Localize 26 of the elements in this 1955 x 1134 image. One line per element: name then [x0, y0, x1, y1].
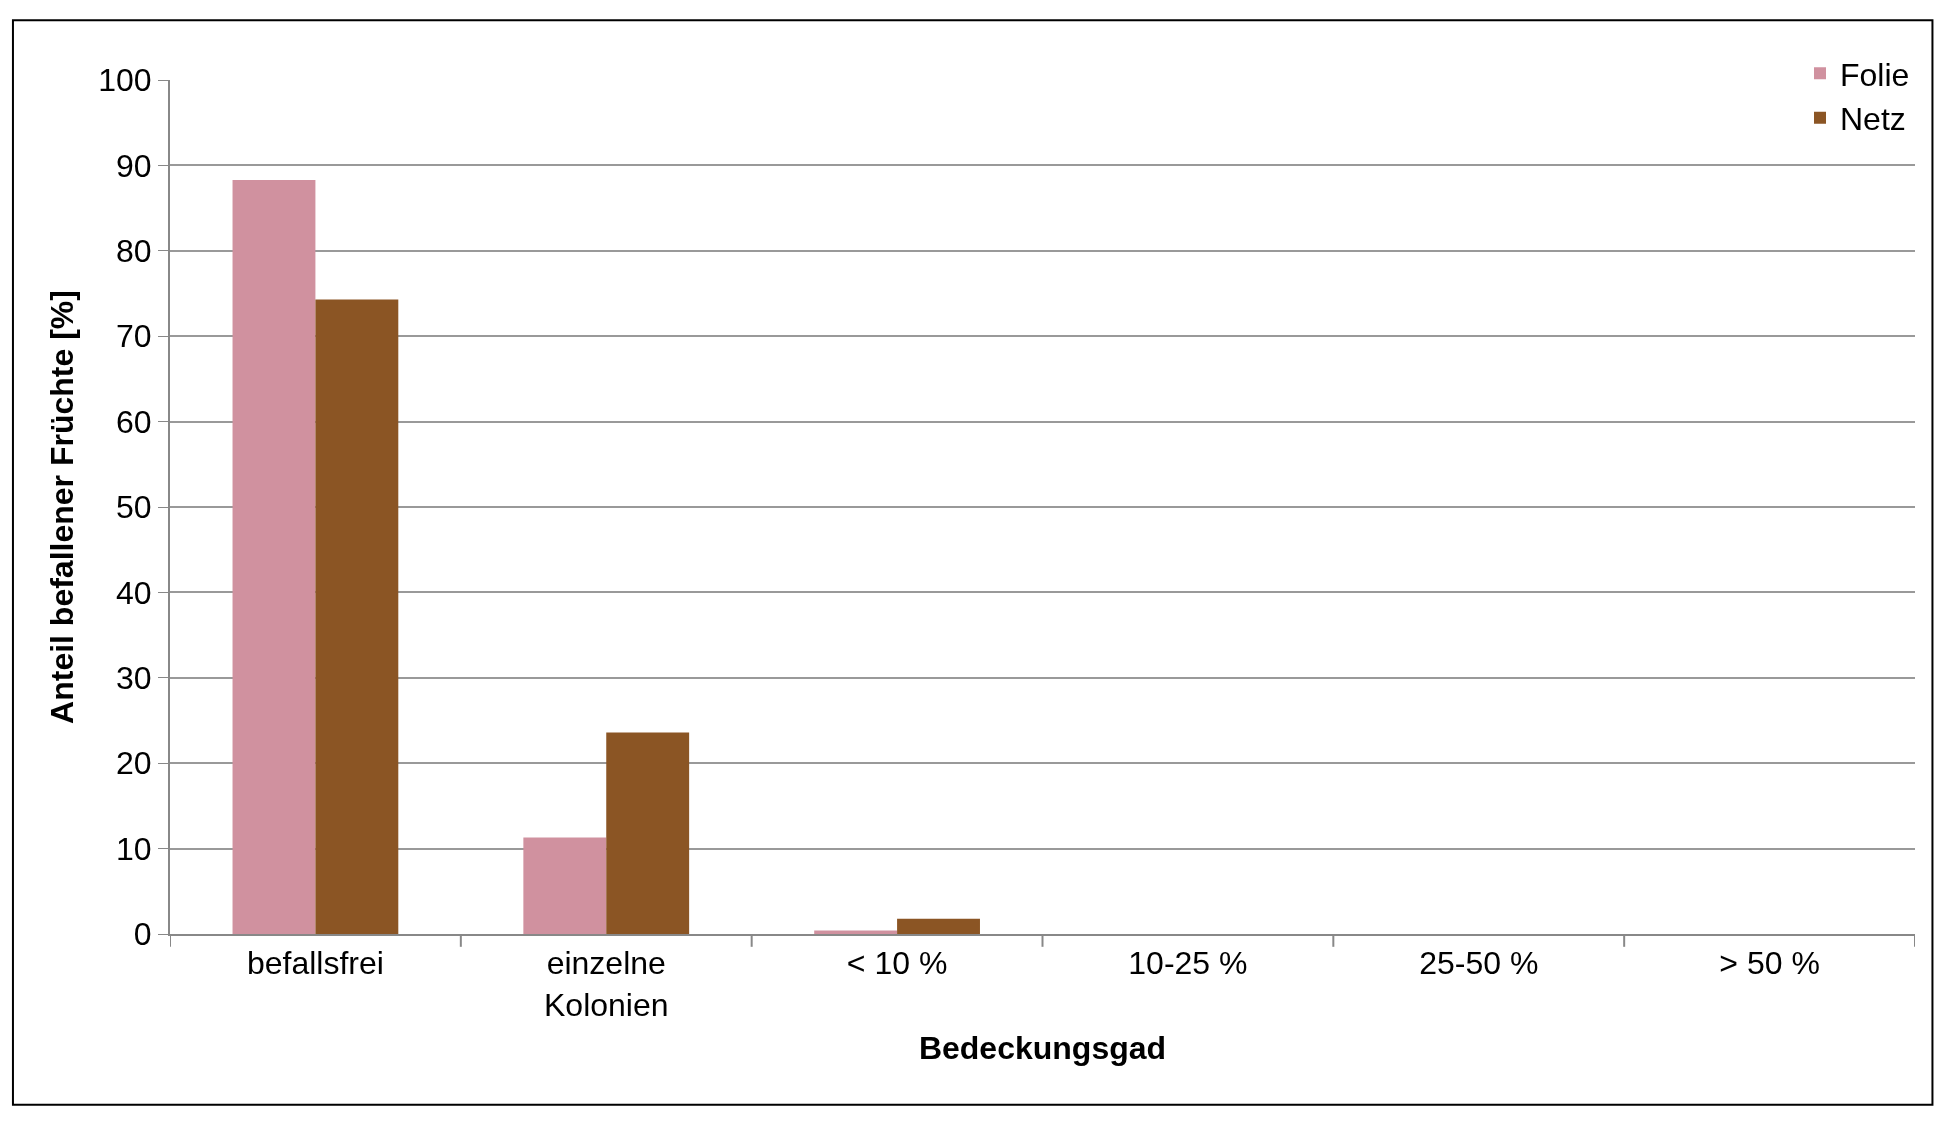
x-tick-label: einzelne Kolonien — [543, 945, 669, 1023]
y-tick-label: 0 — [133, 916, 152, 953]
y-axis-title: Anteil befallener Früchte [%] — [44, 290, 81, 724]
bar — [315, 299, 399, 934]
x-tick-label: > 50 % — [1719, 945, 1820, 982]
y-tick-label: 40 — [116, 574, 152, 611]
bar — [606, 732, 690, 934]
y-tick-label: 70 — [116, 318, 152, 355]
y-tick-label: 80 — [116, 233, 152, 269]
legend-label: Netz — [1840, 101, 1906, 138]
y-tick-label: 30 — [116, 660, 152, 696]
x-tick-label: 10-25 % — [1128, 945, 1248, 982]
y-tick-label: 90 — [116, 147, 152, 184]
y-tick-label: 20 — [116, 745, 152, 782]
x-tick-label: befallsfrei — [246, 945, 384, 982]
x-axis-title: Bedeckungsgad — [918, 1030, 1167, 1067]
y-tick-label: 10 — [116, 830, 152, 867]
bar — [897, 918, 980, 934]
x-tick-label: 25-50 % — [1419, 945, 1539, 982]
legend-label: Folie — [1840, 56, 1910, 93]
y-tick-label: 50 — [116, 489, 152, 526]
x-tick-label: < 10 % — [846, 945, 948, 982]
y-tick-label: 60 — [116, 403, 152, 440]
y-tick-label: 100 — [98, 62, 152, 99]
bar — [523, 837, 607, 934]
bar — [232, 179, 316, 934]
